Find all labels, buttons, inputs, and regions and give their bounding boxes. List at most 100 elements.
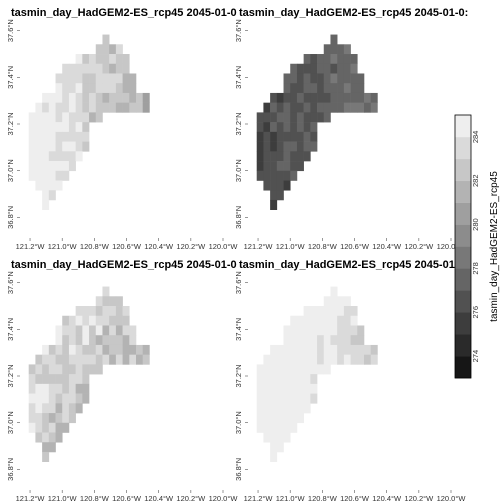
raster-cell	[115, 354, 123, 365]
raster-cell	[270, 190, 278, 201]
raster-cell	[89, 344, 97, 355]
raster-cell	[296, 63, 304, 74]
raster-cell	[82, 141, 90, 152]
raster-cell	[310, 54, 318, 65]
raster-cell	[296, 393, 304, 404]
raster-cell	[370, 354, 378, 365]
raster-cell	[102, 296, 110, 307]
raster-cell	[303, 54, 311, 65]
raster-cell	[122, 83, 130, 94]
raster-cell	[48, 151, 56, 162]
raster-cell	[62, 141, 70, 152]
raster-cell	[317, 306, 325, 317]
x-tick-label: 120.0°W	[437, 242, 467, 251]
legend-tick-label: 280	[471, 218, 480, 231]
raster-cell	[68, 102, 76, 113]
raster-cell	[303, 63, 311, 74]
raster-cell	[28, 141, 36, 152]
x-tick-label: 120.0°W	[437, 494, 467, 503]
raster-cell	[290, 83, 298, 94]
raster-cell	[276, 180, 284, 191]
x-tick-label: 121.2°W	[244, 494, 274, 503]
raster-cell	[263, 141, 271, 152]
raster-cell	[337, 354, 345, 365]
raster-cell	[135, 354, 143, 365]
raster-cell	[303, 335, 311, 346]
raster-cell	[330, 325, 338, 336]
legend-swatch	[455, 115, 471, 138]
raster-cell	[122, 325, 130, 336]
raster-cell	[42, 141, 50, 152]
raster-cell	[68, 92, 76, 103]
raster-cell	[48, 364, 56, 375]
raster-cell	[270, 180, 278, 191]
x-tick-label: 121.0°W	[48, 242, 78, 251]
raster-cell	[323, 335, 331, 346]
raster-cell	[370, 92, 378, 103]
raster-cell	[62, 151, 70, 162]
raster-cell	[270, 432, 278, 443]
raster-cell	[82, 344, 90, 355]
x-tick-label: 120.0°W	[209, 242, 239, 251]
raster-cell	[343, 325, 351, 336]
raster-cell	[122, 306, 130, 317]
raster-cell	[350, 92, 358, 103]
raster-cell	[330, 296, 338, 307]
raster-cell	[28, 403, 36, 414]
raster-cell	[68, 344, 76, 355]
raster-cell	[75, 383, 83, 394]
raster-cell	[42, 122, 50, 133]
raster-cell	[276, 170, 284, 181]
raster-cell	[68, 335, 76, 346]
raster-cell	[48, 344, 56, 355]
x-tick-label: 121.2°W	[16, 242, 46, 251]
raster-cell	[323, 63, 331, 74]
raster-cell	[256, 403, 264, 414]
raster-cell	[142, 92, 150, 103]
raster-cell	[102, 73, 110, 84]
raster-cell	[48, 141, 56, 152]
legend-swatch	[455, 334, 471, 357]
raster-cell	[55, 180, 63, 191]
y-tick-label: 37.2°N	[6, 112, 15, 135]
raster-cell	[290, 374, 298, 385]
raster-cell	[102, 83, 110, 94]
legend-swatch	[455, 312, 471, 335]
raster-cell	[68, 403, 76, 414]
raster-cell	[75, 122, 83, 133]
raster-cell	[68, 393, 76, 404]
raster-cell	[276, 364, 284, 375]
raster-cell	[89, 83, 97, 94]
raster-cell	[256, 151, 264, 162]
raster-cell	[323, 73, 331, 84]
raster-cell	[276, 413, 284, 424]
raster-cell	[48, 131, 56, 142]
raster-cell	[290, 383, 298, 394]
raster-cell	[42, 383, 50, 394]
raster-cell	[109, 63, 117, 74]
raster-cell	[35, 161, 43, 172]
raster-cell	[82, 63, 90, 74]
raster-cell	[28, 122, 36, 133]
raster-cell	[317, 102, 325, 113]
raster-cell	[310, 131, 318, 142]
raster-cell	[310, 122, 318, 133]
raster-cell	[122, 73, 130, 84]
map-panel-4: tasmin_day_HadGEM2-ES_rcp45 2045-01-0¿ 12…	[234, 259, 472, 503]
raster-cell	[370, 102, 378, 113]
raster-cell	[350, 354, 358, 365]
raster-cell	[283, 413, 291, 424]
raster-cell	[62, 170, 70, 181]
raster-cell	[42, 403, 50, 414]
raster-cell	[270, 161, 278, 172]
raster-cell	[68, 131, 76, 142]
raster-cell	[102, 92, 110, 103]
raster-cell	[283, 325, 291, 336]
x-tick-label: 120.4°W	[144, 242, 174, 251]
raster-cell	[270, 442, 278, 453]
raster-cell	[55, 393, 63, 404]
raster-cell	[62, 413, 70, 424]
raster-cell	[310, 354, 318, 365]
raster-cell	[317, 83, 325, 94]
raster-cell	[48, 112, 56, 123]
